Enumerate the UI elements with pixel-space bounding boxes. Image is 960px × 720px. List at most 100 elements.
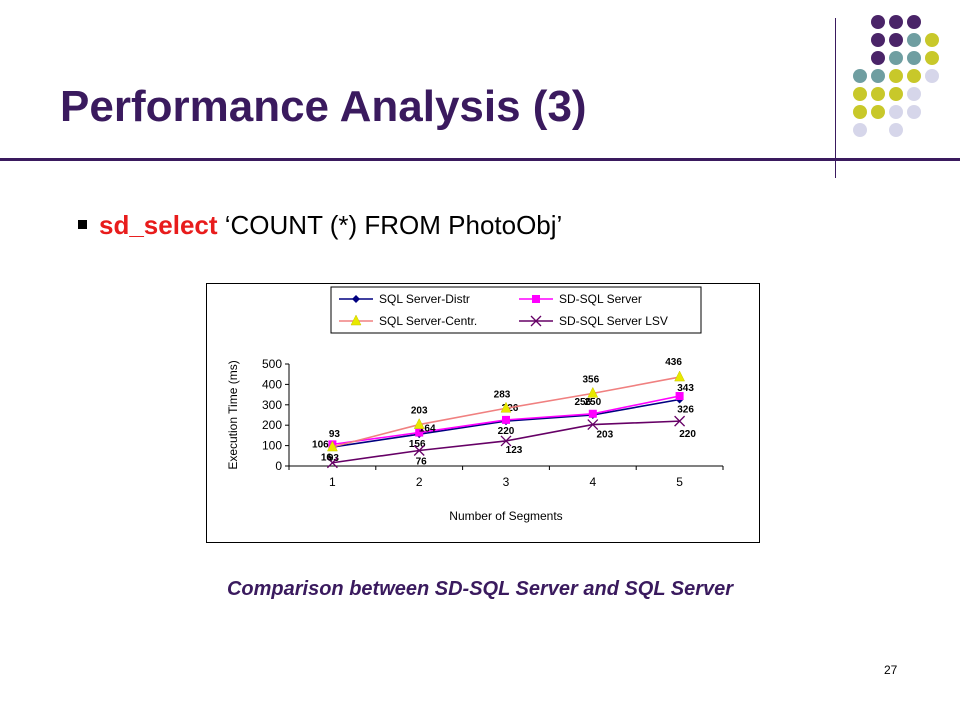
data-label: 256 (574, 397, 591, 408)
decorative-dot (871, 51, 885, 65)
decorative-dot (907, 69, 921, 83)
data-point (530, 315, 542, 327)
legend-item: SQL Server-Distr (339, 292, 470, 306)
decorative-dot (889, 87, 903, 101)
series-1: 106 164 226 256 343 (312, 383, 694, 450)
x-tick-label: 4 (589, 475, 596, 489)
data-label: 16 (321, 453, 333, 464)
decorative-dot (871, 105, 885, 119)
data-label: 250 (584, 397, 601, 408)
decorative-dot (871, 15, 885, 29)
decorative-dot-grid (853, 15, 939, 137)
data-point (326, 440, 338, 452)
data-label: 203 (411, 406, 428, 417)
bullet-text: ‘COUNT (*) FROM PhotoObj’ (217, 210, 563, 240)
data-label: 356 (582, 374, 599, 385)
decorative-dot (853, 87, 867, 101)
data-label: 93 (328, 453, 340, 464)
decorative-dot (925, 69, 939, 83)
data-label: 436 (665, 357, 682, 368)
data-label: 164 (419, 424, 436, 435)
x-tick-label: 3 (503, 475, 510, 489)
decorative-dot (907, 33, 921, 47)
data-label: 283 (494, 389, 511, 400)
data-label: 156 (409, 439, 426, 450)
decorative-dot (871, 33, 885, 47)
y-tick-label: 100 (262, 439, 282, 453)
legend-item: SQL Server-Centr. (339, 314, 477, 328)
data-label: 343 (677, 383, 694, 394)
data-point (588, 409, 597, 418)
series-3: 16 76 123 203 220 (321, 415, 696, 469)
decorative-dot (853, 123, 867, 137)
legend-label: SD-SQL Server LSV (559, 314, 668, 328)
y-tick-label: 300 (262, 398, 282, 412)
decorative-dot (889, 51, 903, 65)
x-tick-label: 2 (416, 475, 423, 489)
data-point (500, 435, 512, 447)
data-point (587, 419, 599, 431)
decorative-dot (871, 87, 885, 101)
data-point (587, 386, 599, 398)
legend-box (330, 286, 702, 334)
data-label: 106 (312, 439, 329, 450)
chart-frame: 0 100 200 300 400 500 1 2 3 4 5 Number of Segments E… (206, 283, 760, 543)
data-label: 203 (596, 430, 613, 441)
decorative-dot (889, 15, 903, 29)
data-label: 326 (677, 404, 694, 415)
data-point (500, 401, 512, 413)
data-point (415, 428, 424, 437)
x-tick-label: 1 (329, 475, 336, 489)
y-axis-label: Execution Time (ms) (226, 360, 240, 469)
decorative-dot (853, 69, 867, 83)
decorative-dot (907, 87, 921, 101)
decorative-dot (907, 51, 921, 65)
decorative-dot (889, 33, 903, 47)
page-number: 27 (884, 663, 898, 677)
data-point (413, 418, 425, 429)
slide-title: Performance Analysis (3) (60, 82, 587, 131)
y-tick-label: 500 (262, 357, 282, 371)
data-point (352, 295, 360, 303)
title-underline (0, 158, 960, 161)
legend-item: SD-SQL Server (519, 292, 642, 306)
data-label: 93 (329, 429, 341, 440)
data-label: 220 (679, 429, 696, 440)
data-point (350, 314, 362, 326)
data-label: 123 (506, 445, 523, 456)
decorative-dot (925, 33, 939, 47)
chart-caption: Comparison between SD-SQL Server and SQL… (226, 578, 734, 600)
legend: SQL Server-Distr SD-SQL Server SQL Server-… (330, 286, 702, 334)
decorative-dot (889, 123, 903, 137)
data-point (675, 392, 684, 401)
legend-label: SQL Server-Distr (379, 292, 470, 306)
x-tick-label: 5 (676, 475, 683, 489)
y-tick-label: 0 (275, 459, 282, 473)
decorative-dot (889, 105, 903, 119)
decorative-dot (907, 15, 921, 29)
decorative-dot (871, 69, 885, 83)
data-label: 220 (498, 426, 515, 437)
data-label: 226 (502, 403, 519, 414)
data-point (502, 415, 510, 424)
vertical-divider (835, 18, 836, 178)
data-label: 76 (416, 456, 428, 467)
legend-item: SD-SQL Server LSV (519, 314, 668, 328)
data-point (674, 370, 686, 382)
bullet-item: sd_select ‘COUNT (*) FROM PhotoObj’ (78, 210, 562, 241)
x-axis-label: Number of Segments (449, 509, 562, 523)
y-tick-label: 200 (262, 418, 282, 432)
y-tick-label: 400 (262, 377, 282, 391)
decorative-dot (889, 69, 903, 83)
square-bullet-icon (78, 219, 87, 229)
decorative-dot (925, 51, 939, 65)
decorative-dot (907, 105, 921, 119)
decorative-dot (853, 105, 867, 119)
bullet-keyword: sd_select (99, 210, 218, 240)
data-point (674, 415, 686, 427)
legend-label: SD-SQL Server (559, 292, 642, 306)
series-2: 93 203 283 356 436 (326, 357, 686, 452)
legend-label: SQL Server-Centr. (379, 314, 477, 328)
data-point (532, 295, 540, 303)
